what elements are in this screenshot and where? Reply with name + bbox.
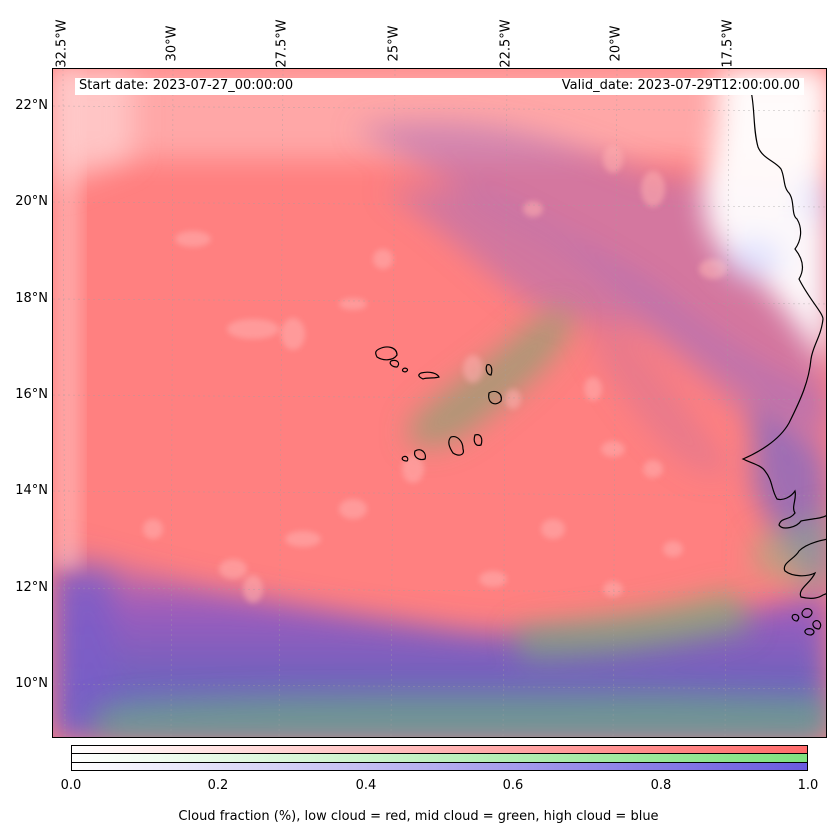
colorbar-tick-2: 0.4 <box>355 778 377 793</box>
lat-label-16n: 16°N <box>15 387 48 402</box>
cloud-fraction-map <box>53 69 826 737</box>
lat-label-22n: 22°N <box>15 98 48 113</box>
cape-verde-sao-vicente <box>389 359 400 368</box>
clear-sky-region <box>53 69 826 367</box>
low-cloud-texture <box>143 145 727 603</box>
valid-date-label: Valid_date: 2023-07-29T12:00:00.00 <box>561 78 800 93</box>
bijagos-islands <box>791 608 822 636</box>
map-title-bar: Start date: 2023-07-27_00:00:00 Valid_da… <box>75 78 804 95</box>
colorbar-tick-1: 0.2 <box>207 778 229 793</box>
lon-label-25w: 25°W <box>386 25 402 62</box>
cape-verde-brava <box>401 455 409 462</box>
lat-label-12n: 12°N <box>15 580 48 595</box>
colorbar-tick-4: 0.8 <box>650 778 672 793</box>
lat-label-14n: 14°N <box>15 483 48 498</box>
graticule <box>53 69 826 737</box>
colorbar-label: Cloud fraction (%), low cloud = red, mid… <box>178 809 659 824</box>
colorbar-tick-5: 1.0 <box>797 778 819 793</box>
cape-verde-sao-nicolau <box>418 371 440 380</box>
cape-verde-santiago <box>448 436 464 456</box>
lon-label-30w: 30°W <box>164 25 180 62</box>
colorbar <box>71 745 808 771</box>
mid-cloud-regions <box>93 308 826 737</box>
colorbar-low-cloud <box>71 745 808 754</box>
africa-coastline <box>741 90 826 529</box>
lon-label-17.5w: 17.5°W <box>720 19 736 68</box>
coastline <box>375 90 826 636</box>
cape-verde-sal <box>485 364 493 376</box>
colorbar-tick-3: 0.6 <box>502 778 524 793</box>
lon-label-32.5w: 32.5°W <box>54 19 70 68</box>
colorbar-tick-0: 0.0 <box>60 778 82 793</box>
lon-label-22.5w: 22.5°W <box>498 19 514 68</box>
cape-verde-santo-antao <box>375 346 398 361</box>
colorbar-mid-cloud <box>71 753 808 763</box>
cape-verde-fogo <box>414 449 426 461</box>
lat-label-10n: 10°N <box>15 676 48 691</box>
cape-verde-santa-luzia <box>401 367 409 373</box>
cape-verde-boa-vista <box>488 390 502 405</box>
lon-label-20w: 20°W <box>608 25 624 62</box>
start-date-label: Start date: 2023-07-27_00:00:00 <box>79 78 294 93</box>
lat-label-18n: 18°N <box>15 291 48 306</box>
map-panel: Start date: 2023-07-27_00:00:00 Valid_da… <box>52 68 827 738</box>
cape-verde-maio <box>473 434 483 446</box>
lon-label-27.5w: 27.5°W <box>274 19 290 68</box>
africa-coastline-south <box>783 538 826 599</box>
lat-label-20n: 20°N <box>15 194 48 209</box>
west-edge-haze <box>53 69 81 569</box>
colorbar-high-cloud <box>71 762 808 771</box>
